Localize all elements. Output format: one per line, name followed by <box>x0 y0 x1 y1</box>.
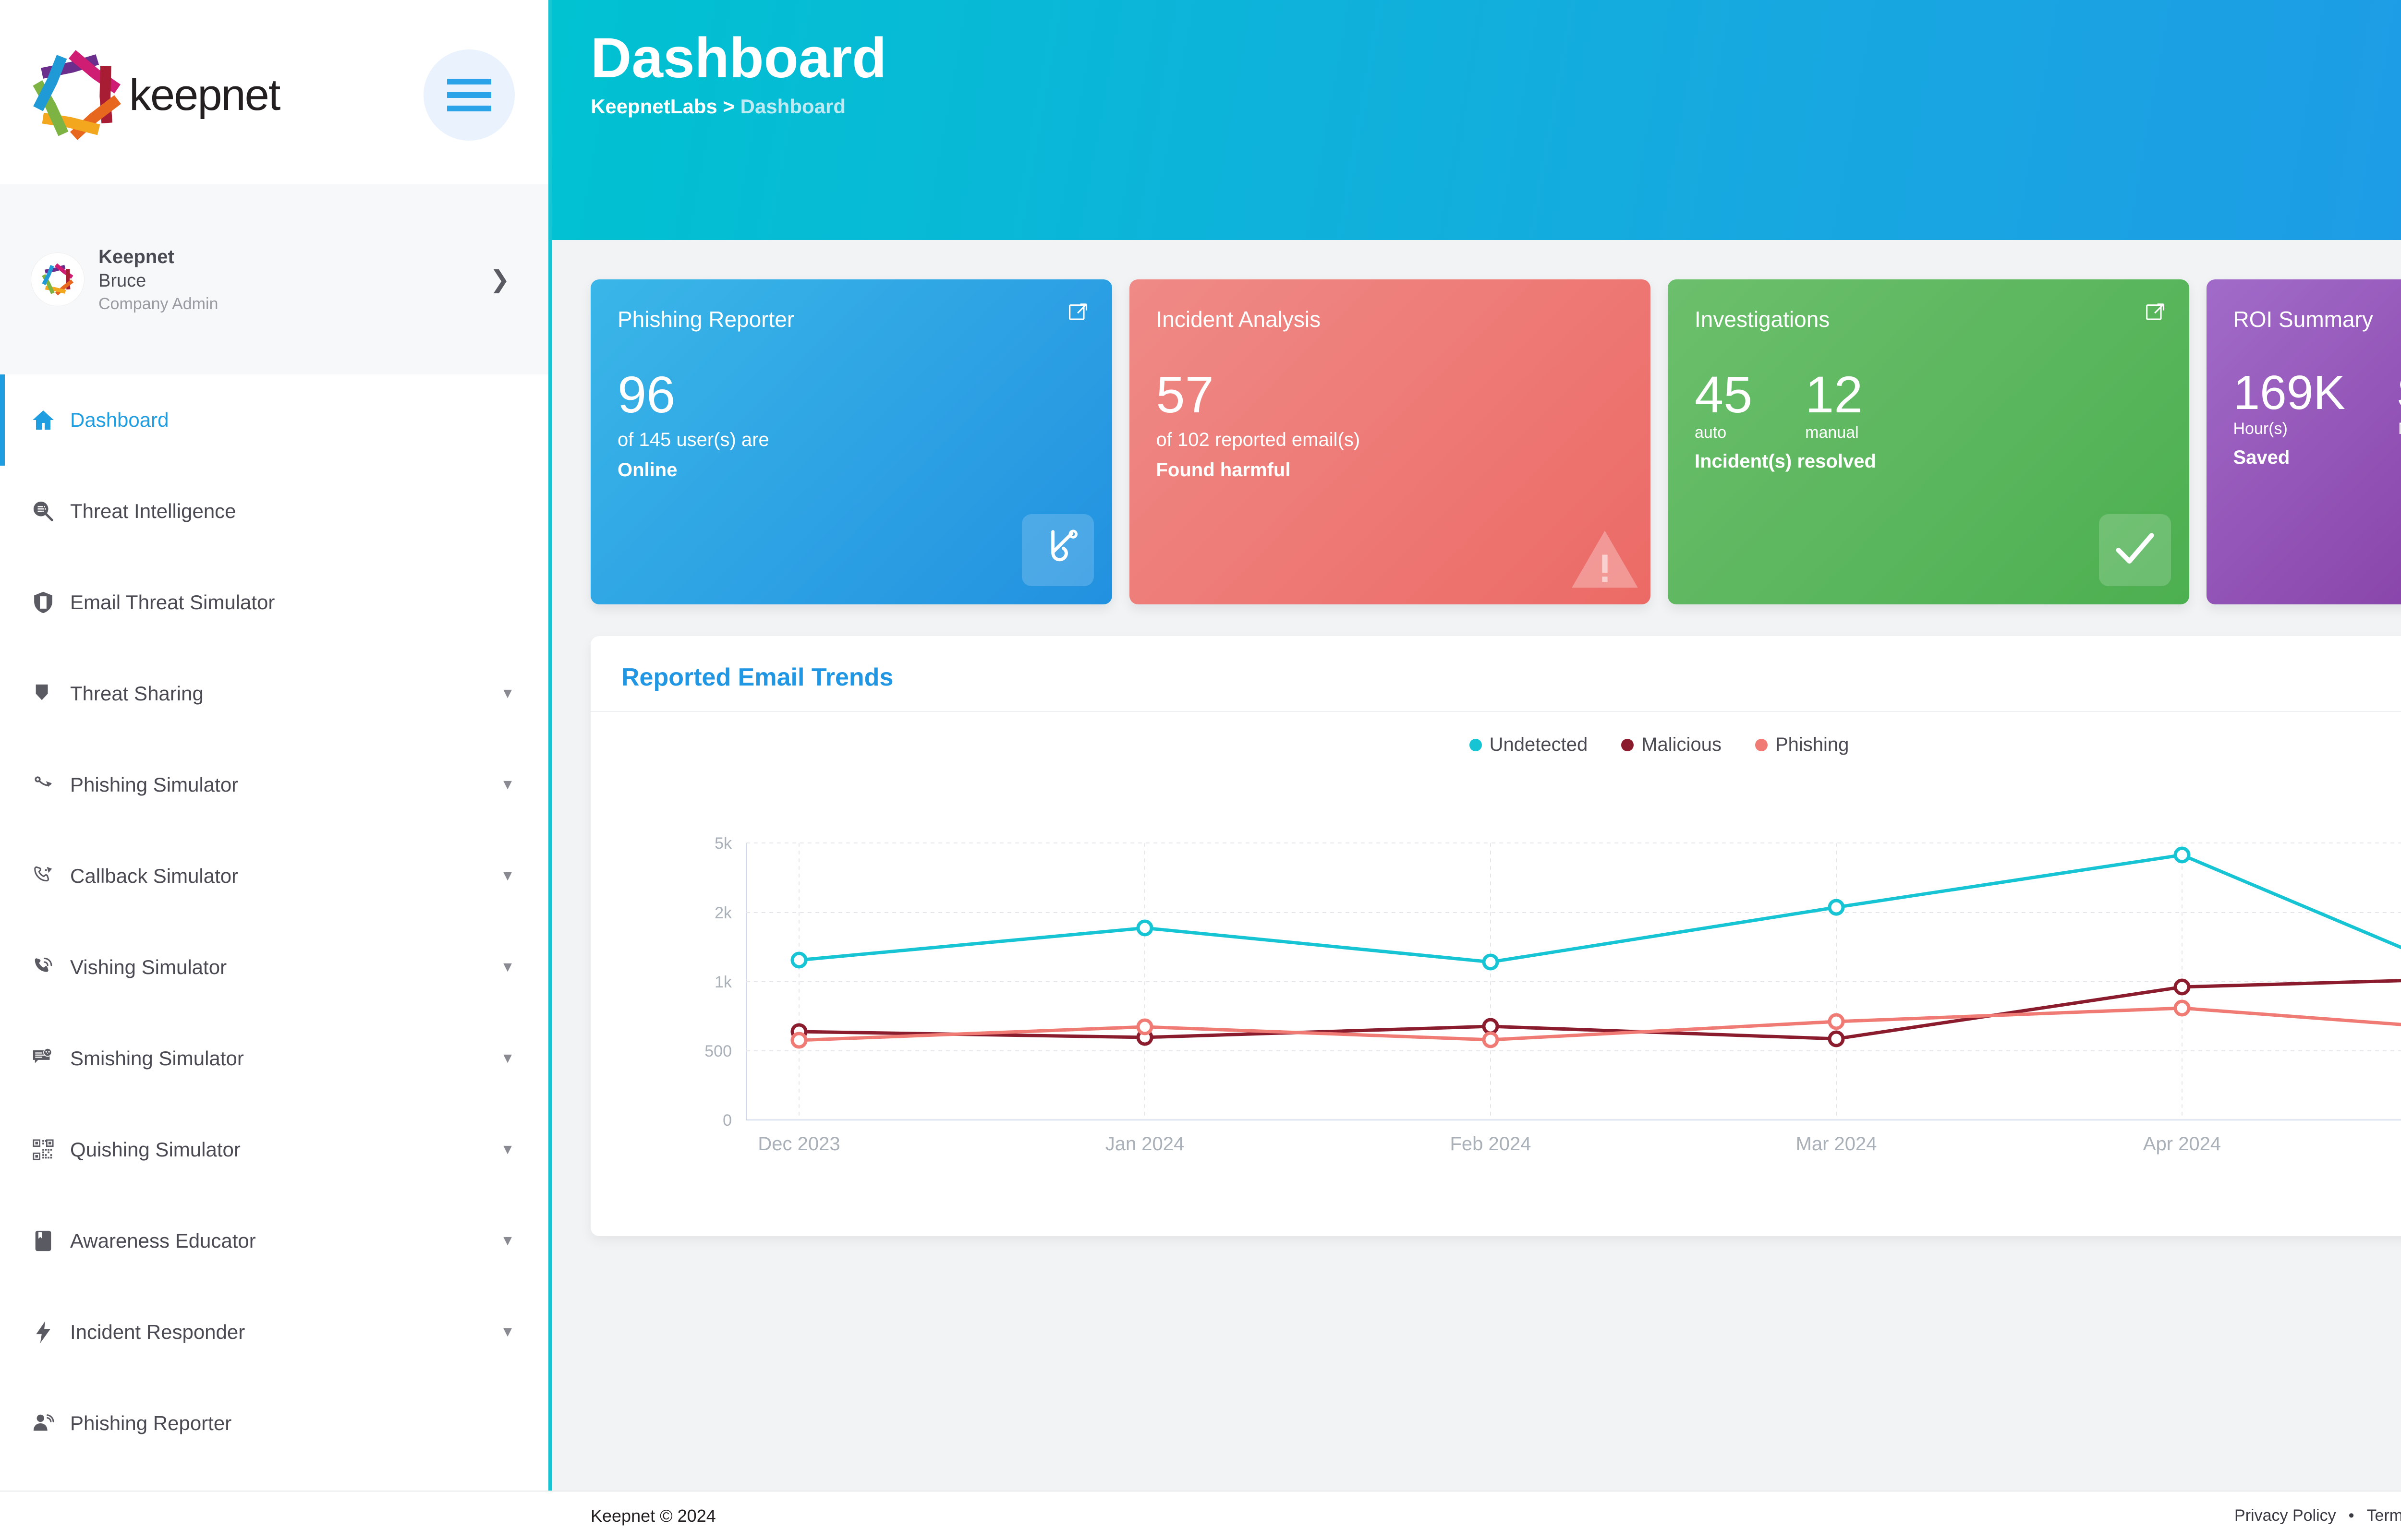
svg-text:1k: 1k <box>715 973 732 991</box>
svg-text:2k: 2k <box>715 904 732 922</box>
svg-text:500: 500 <box>704 1042 732 1060</box>
svg-text:Jan 2024: Jan 2024 <box>1105 1133 1185 1155</box>
svg-text:Dec 2023: Dec 2023 <box>758 1133 840 1155</box>
svg-text:5k: 5k <box>715 834 732 853</box>
svg-text:0: 0 <box>723 1111 732 1130</box>
svg-text:Apr 2024: Apr 2024 <box>2143 1133 2221 1155</box>
svg-text:Feb 2024: Feb 2024 <box>1450 1133 1531 1155</box>
svg-text:Mar 2024: Mar 2024 <box>1796 1133 1877 1155</box>
